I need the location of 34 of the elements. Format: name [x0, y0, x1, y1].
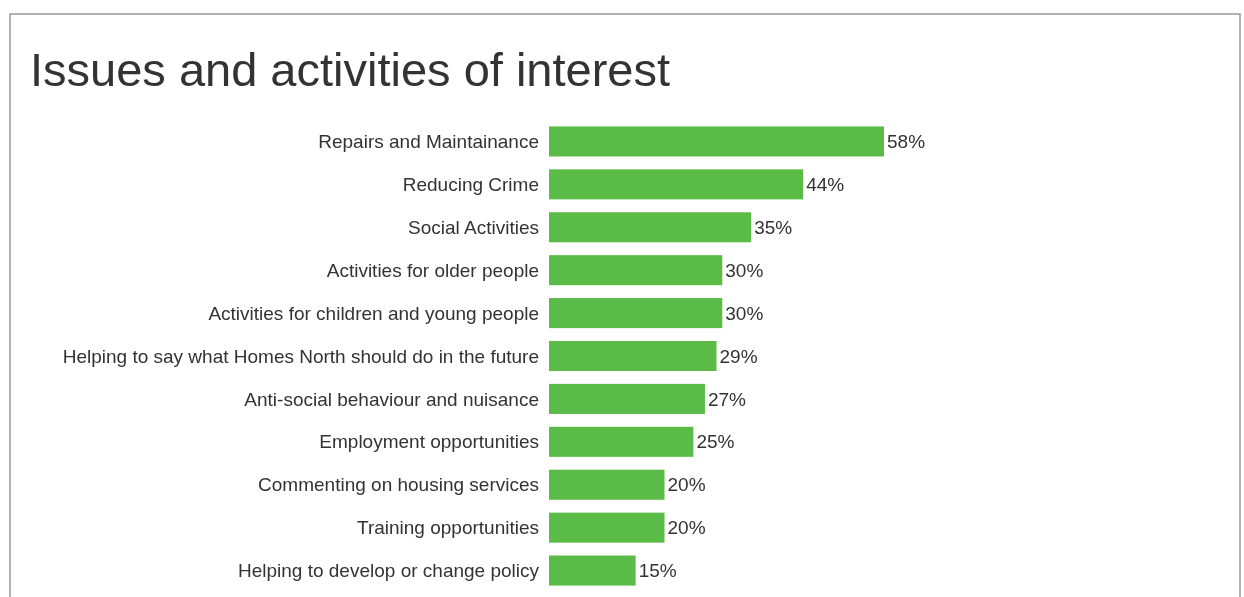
data-label: 35% — [754, 216, 793, 238]
bar — [549, 169, 804, 200]
bar — [549, 383, 705, 414]
y-tick-label: Reducing Crime — [402, 174, 539, 196]
bar — [549, 555, 636, 586]
bar — [549, 340, 717, 372]
y-tick-label: Repairs and Maintainance — [318, 131, 539, 153]
bar — [549, 512, 665, 543]
y-tick-label: Social Activities — [408, 216, 539, 238]
data-label: 44% — [806, 174, 845, 196]
data-label: 15% — [638, 560, 677, 582]
y-tick-label: Employment opportunities — [319, 431, 539, 453]
chart-title: Issues and activities of interest — [30, 43, 671, 96]
y-tick-label: Activities for older people — [326, 259, 539, 281]
bar — [549, 298, 723, 329]
data-label: 25% — [696, 431, 735, 453]
data-label: 30% — [725, 259, 764, 281]
y-tick-label: Helping to develop or change policy — [237, 560, 540, 582]
y-tick-label: Anti-social behaviour and nuisance — [244, 388, 539, 410]
data-label: 20% — [667, 517, 706, 539]
bar — [549, 255, 723, 286]
data-label: 30% — [725, 302, 764, 324]
y-tick-label: Helping to say what Homes North should do in the future — [62, 345, 539, 367]
bar — [549, 469, 665, 500]
bar — [549, 426, 694, 457]
y-tick-label: Commenting on housing services — [258, 474, 539, 496]
bar — [549, 126, 884, 157]
y-tick-label: Training opportunities — [356, 517, 539, 539]
data-label: 27% — [707, 388, 747, 410]
y-tick-label: Activities for children and young people — [208, 302, 539, 324]
data-label: 20% — [667, 474, 706, 496]
data-label: 29% — [719, 345, 758, 367]
bar — [549, 212, 752, 243]
data-label: 58% — [887, 131, 926, 153]
